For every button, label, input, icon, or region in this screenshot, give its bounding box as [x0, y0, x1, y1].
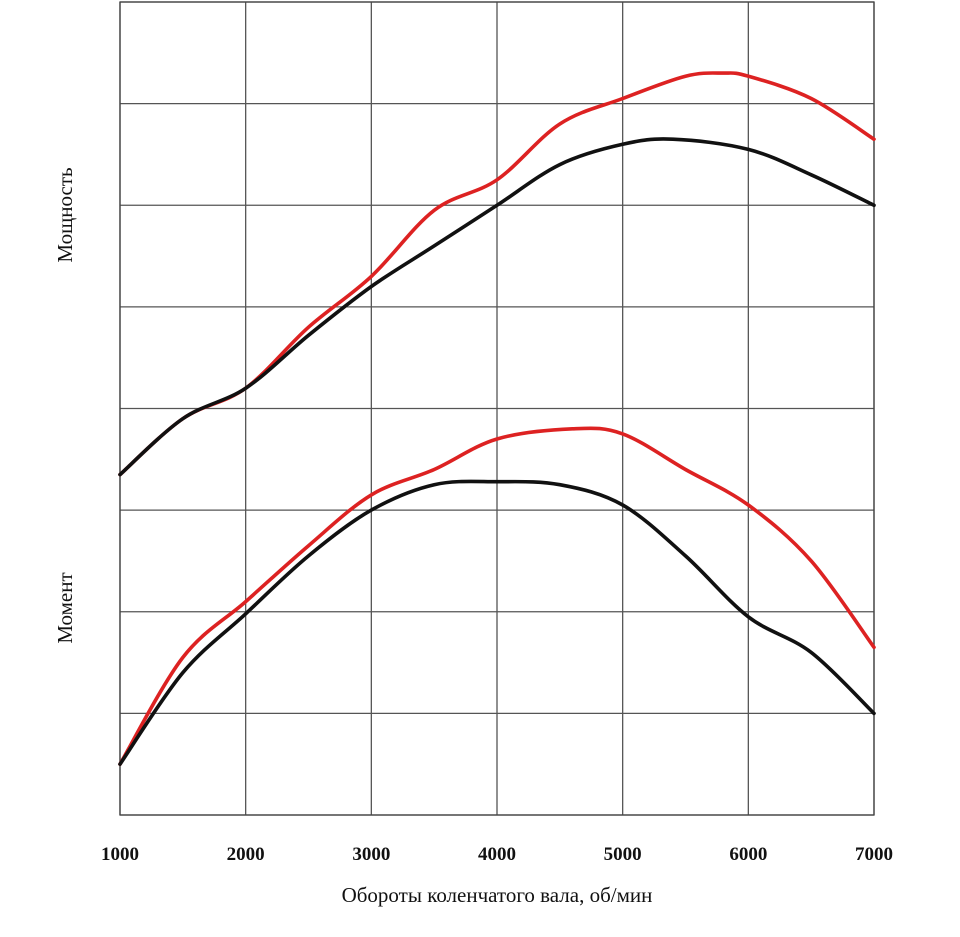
- torque-curve-red: [118, 426, 876, 766]
- x-tick-label: 1000: [101, 844, 139, 865]
- x-tick-label: 4000: [478, 844, 516, 865]
- y-axis-label-power: Мощность: [53, 167, 77, 262]
- power-curve-black: [118, 137, 876, 477]
- y-axis-label-torque: Момент: [53, 572, 77, 643]
- grid: [119, 1, 875, 816]
- curves: [118, 71, 876, 766]
- x-tick-label: 7000: [855, 844, 893, 865]
- torque-curve-black: [118, 479, 876, 766]
- plot-frame: [119, 1, 875, 816]
- x-tick-label: 6000: [729, 844, 767, 865]
- x-tick-label: 2000: [227, 844, 265, 865]
- x-tick-label: 3000: [352, 844, 390, 865]
- x-axis-label: Обороты коленчатого вала, об/мин: [342, 883, 653, 907]
- x-tick-labels: 1000 2000 3000 4000 5000 6000 7000: [101, 844, 893, 865]
- x-tick-label: 5000: [604, 844, 642, 865]
